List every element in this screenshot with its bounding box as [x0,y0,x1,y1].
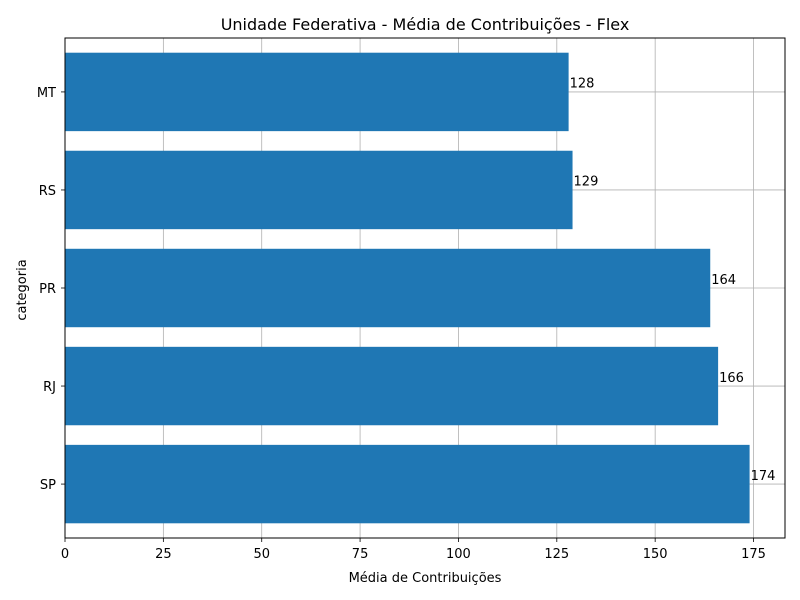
y-tick-label-sp: SP [40,478,56,493]
value-label-rj: 166 [719,371,744,386]
x-tick-label: 0 [61,547,69,562]
bar-sp [65,444,750,524]
bars [65,52,750,524]
x-tick-label: 100 [446,547,471,562]
x-tick-label: 150 [643,547,668,562]
x-tick-label: 125 [544,547,569,562]
x-tick-label: 50 [253,547,270,562]
value-label-sp: 174 [751,469,776,484]
chart-title: Unidade Federativa - Média de Contribuiç… [221,15,630,34]
y-tick-label-mt: MT [37,86,56,101]
value-labels: 174 166 164 129 128 [570,77,776,484]
value-label-pr: 164 [711,273,736,288]
bar-rj [65,346,719,426]
bar-mt [65,52,569,132]
x-tick-label: 75 [352,547,369,562]
y-tick-label-pr: PR [39,282,56,297]
plot-frame [64,37,786,539]
axes: SP RJ PR RS MT 0 25 50 75 100 125 150 175 [37,37,786,562]
value-label-rs: 129 [574,175,599,190]
bar-pr [65,248,711,328]
bar-rs [65,150,573,230]
x-axis-label: Média de Contribuições [349,571,502,586]
y-tick-label-rj: RJ [43,380,56,395]
y-tick-label-rs: RS [39,184,56,199]
value-label-mt: 128 [570,77,595,92]
x-tick-label: 25 [155,547,172,562]
x-tick-label: 175 [741,547,766,562]
y-axis-label: categoria [15,259,30,320]
